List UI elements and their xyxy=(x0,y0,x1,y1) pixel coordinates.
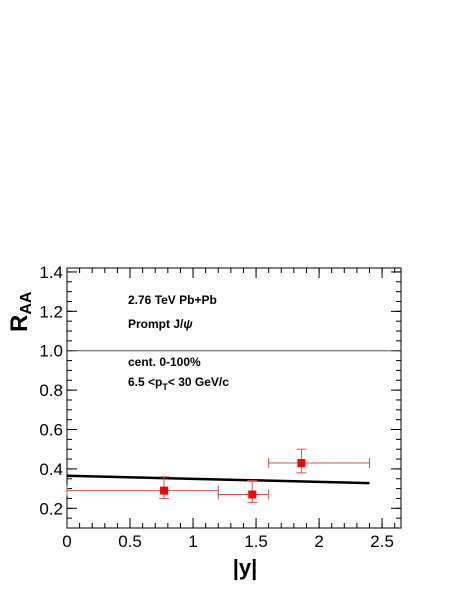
data-point xyxy=(248,490,257,499)
y-tick-label: 0.6 xyxy=(39,421,63,440)
centrality-label: cent. 0-100% xyxy=(128,355,201,369)
x-axis-title: |y| xyxy=(233,555,258,580)
x-tick-label: 2.5 xyxy=(370,532,394,551)
y-tick-label: 0.4 xyxy=(39,460,63,479)
prompt-jpsi-label: Prompt J/ψ xyxy=(128,317,193,331)
energy-system-label: 2.76 TeV Pb+Pb xyxy=(128,293,217,307)
y-tick-label: 0.8 xyxy=(39,381,63,400)
x-tick-label: 1.5 xyxy=(244,532,268,551)
y-tick-label: 0.2 xyxy=(39,499,63,518)
x-tick-label: 1 xyxy=(188,532,197,551)
pt-subscript: T xyxy=(162,382,168,392)
y-axis-title: RAA xyxy=(6,291,35,332)
y-tick-label: 1.0 xyxy=(39,342,63,361)
plot-frame xyxy=(66,267,402,529)
x-tick-label: 0.5 xyxy=(118,532,142,551)
y-tick-label: 1.2 xyxy=(39,302,63,321)
x-tick-label: 0 xyxy=(62,532,71,551)
x-tick-label: 2 xyxy=(314,532,323,551)
data-point xyxy=(297,459,306,467)
y-tick-label: 1.4 xyxy=(39,263,63,282)
data-point xyxy=(160,486,169,495)
psi-symbol: ψ xyxy=(183,317,193,331)
svg-text:RAA: RAA xyxy=(6,291,35,332)
pt-range-label: 6.5 <pT< 30 GeV/c xyxy=(128,375,229,392)
model-curve xyxy=(66,474,370,485)
